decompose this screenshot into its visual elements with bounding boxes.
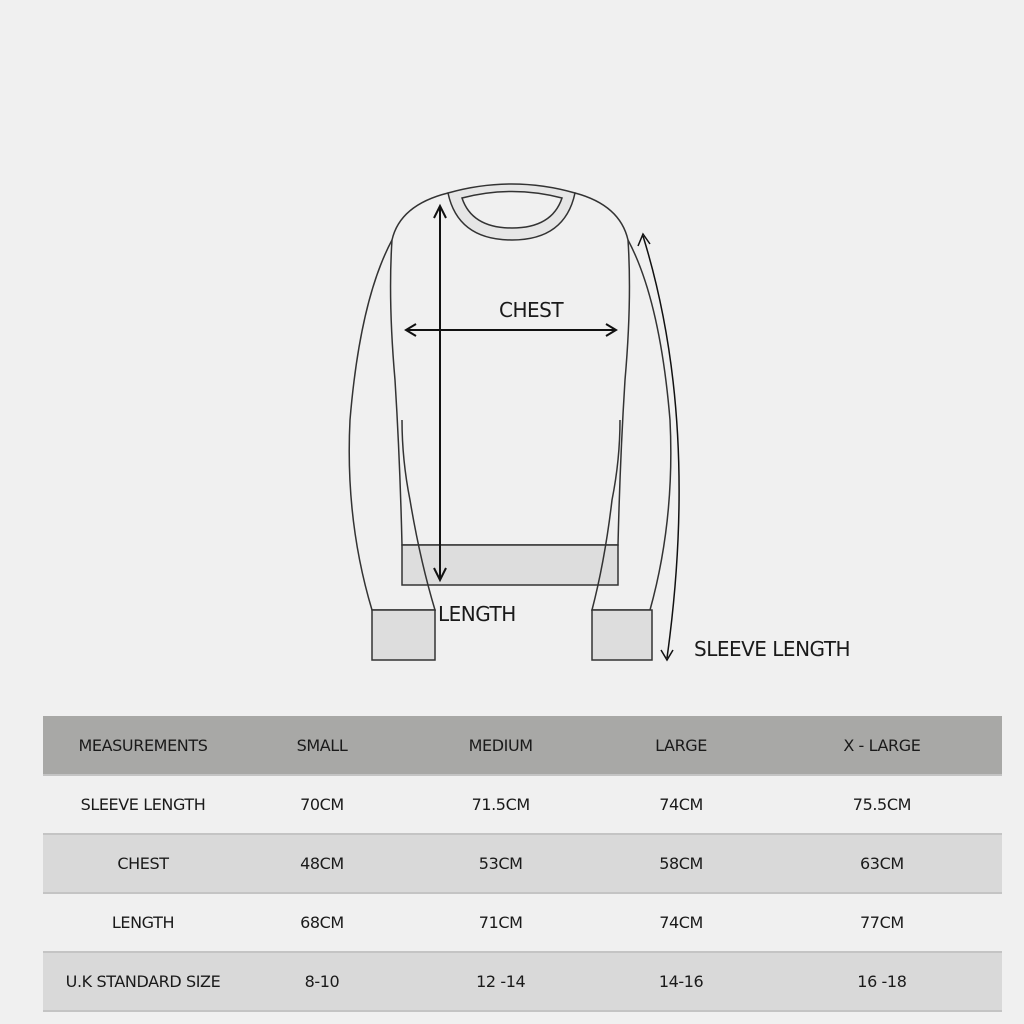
table-row: U.K STANDARD SIZE 8-10 12 -14 14-16 16 -… <box>43 952 1002 1011</box>
sleeve-length-label: SLEEVE LENGTH <box>694 637 851 661</box>
left-cuff <box>371 609 436 661</box>
left-sleeve <box>348 239 437 611</box>
header-medium: MEDIUM <box>468 735 533 755</box>
sleeve-length-arrow <box>642 235 680 659</box>
cell: 14-16 <box>658 972 704 991</box>
header-measurements: MEASUREMENTS <box>78 735 208 755</box>
cell: 71.5CM <box>471 795 531 814</box>
table-row: LENGTH 68CM 71CM 74CM 77CM <box>43 893 1002 952</box>
cell: 12 -14 <box>476 972 526 991</box>
cell: 74CM <box>659 913 703 932</box>
cell: 74CM <box>659 795 703 814</box>
row-label: LENGTH <box>111 913 175 932</box>
length-label: LENGTH <box>438 602 516 626</box>
chest-label: CHEST <box>499 298 564 322</box>
cell: 8-10 <box>304 972 340 991</box>
table-row: SLEEVE LENGTH 70CM 71.5CM 74CM 75.5CM <box>43 775 1002 834</box>
cell: 68CM <box>300 913 344 932</box>
sweater-diagram: CHEST LENGTH SLEEVE LENGTH <box>348 183 851 662</box>
cell: 75.5CM <box>852 795 912 814</box>
row-label: U.K STANDARD SIZE <box>65 972 221 991</box>
header-x-large: X - LARGE <box>843 735 921 755</box>
sweater-illustration <box>348 183 680 662</box>
right-cuff <box>591 609 653 661</box>
table-header-row: MEASUREMENTS SMALL MEDIUM LARGE X - LARG… <box>43 716 1002 775</box>
cell: 70CM <box>300 795 344 814</box>
cell: 16 -18 <box>857 972 907 991</box>
cell: 71CM <box>478 913 523 932</box>
cell: 63CM <box>860 854 904 873</box>
cell: 58CM <box>659 854 703 873</box>
row-label: SLEEVE LENGTH <box>80 795 206 814</box>
hem-rib <box>401 544 619 586</box>
header-large: LARGE <box>655 735 708 755</box>
sweater-body <box>389 192 631 546</box>
right-sleeve <box>591 239 672 611</box>
header-small: SMALL <box>296 735 348 755</box>
table-row: CHEST 48CM 53CM 58CM 63CM <box>43 834 1002 893</box>
cell: 77CM <box>860 913 904 932</box>
cell: 48CM <box>300 854 344 873</box>
row-label: CHEST <box>117 854 169 873</box>
size-chart-table: MEASUREMENTS SMALL MEDIUM LARGE X - LARG… <box>43 716 1002 1012</box>
cell: 53CM <box>478 854 523 873</box>
